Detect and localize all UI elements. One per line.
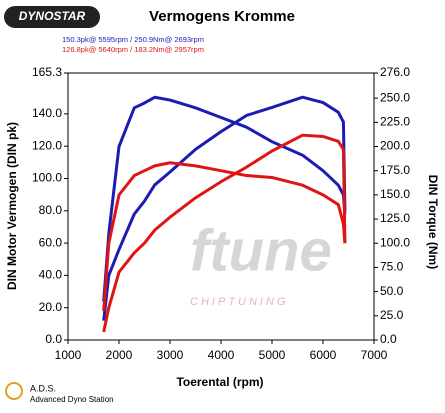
x-tick-label: 6000 — [310, 348, 337, 362]
y-tick-label: 175.0 — [380, 163, 410, 177]
y-tick-label: 125.0 — [380, 211, 410, 225]
y-tick-label: 80.0 — [39, 203, 63, 217]
y-tick-label: 100.0 — [32, 171, 62, 185]
y-tick-label: 140.0 — [32, 106, 62, 120]
logo-bg — [4, 6, 100, 28]
watermark: ftune — [190, 218, 332, 283]
legend-line: 126.8pk@ 5640rpm / 183.2Nm@ 2957rpm — [62, 45, 204, 54]
y-tick-label: 276.0 — [380, 65, 410, 79]
footer-subtitle: Advanced Dyno Station — [30, 395, 114, 404]
logo: DYNOSTAR — [19, 9, 86, 23]
chart-title: Vermogens Kromme — [149, 8, 295, 25]
series-line — [102, 95, 347, 321]
x-tick-label: 7000 — [361, 348, 388, 362]
y-tick-label: 25.0 — [380, 308, 404, 322]
y-tick-label: 120.0 — [32, 138, 62, 152]
x-tick-label: 3000 — [157, 348, 184, 362]
y-tick-label: 165.3 — [32, 65, 62, 79]
x-axis-label: Toerental (rpm) — [176, 375, 263, 389]
x-tick-label: 5000 — [259, 348, 286, 362]
legend-line: 150.3pk@ 5595rpm / 250.9Nm@ 2693rpm — [62, 35, 204, 44]
x-tick-label: 1000 — [55, 348, 82, 362]
series-line — [102, 161, 347, 312]
y-tick-label: 250.0 — [380, 90, 410, 104]
series-line — [102, 95, 347, 302]
series-line — [102, 133, 347, 333]
y-tick-label: 60.0 — [39, 235, 63, 249]
x-tick-label: 4000 — [208, 348, 235, 362]
y-tick-label: 75.0 — [380, 260, 404, 274]
watermark-sub: CHIPTUNING — [190, 296, 288, 308]
y-tick-label: 225.0 — [380, 115, 410, 129]
y-tick-label: 0.0 — [45, 332, 62, 346]
x-tick-label: 2000 — [106, 348, 133, 362]
y-tick-label: 40.0 — [39, 268, 63, 282]
y-tick-label: 0.0 — [380, 332, 397, 346]
y-tick-label: 150.0 — [380, 187, 410, 201]
y-tick-label: 200.0 — [380, 139, 410, 153]
footer-title: A.D.S. — [30, 383, 56, 393]
y-axis-label: DIN Motor Vermogen (DIN pk) — [5, 122, 19, 290]
y-tick-label: 20.0 — [39, 300, 63, 314]
y-tick-label: 100.0 — [380, 235, 410, 249]
y2-axis-label: DIN Torque (Nm) — [426, 175, 440, 269]
y-tick-label: 50.0 — [380, 284, 404, 298]
footer-logo — [5, 382, 23, 400]
